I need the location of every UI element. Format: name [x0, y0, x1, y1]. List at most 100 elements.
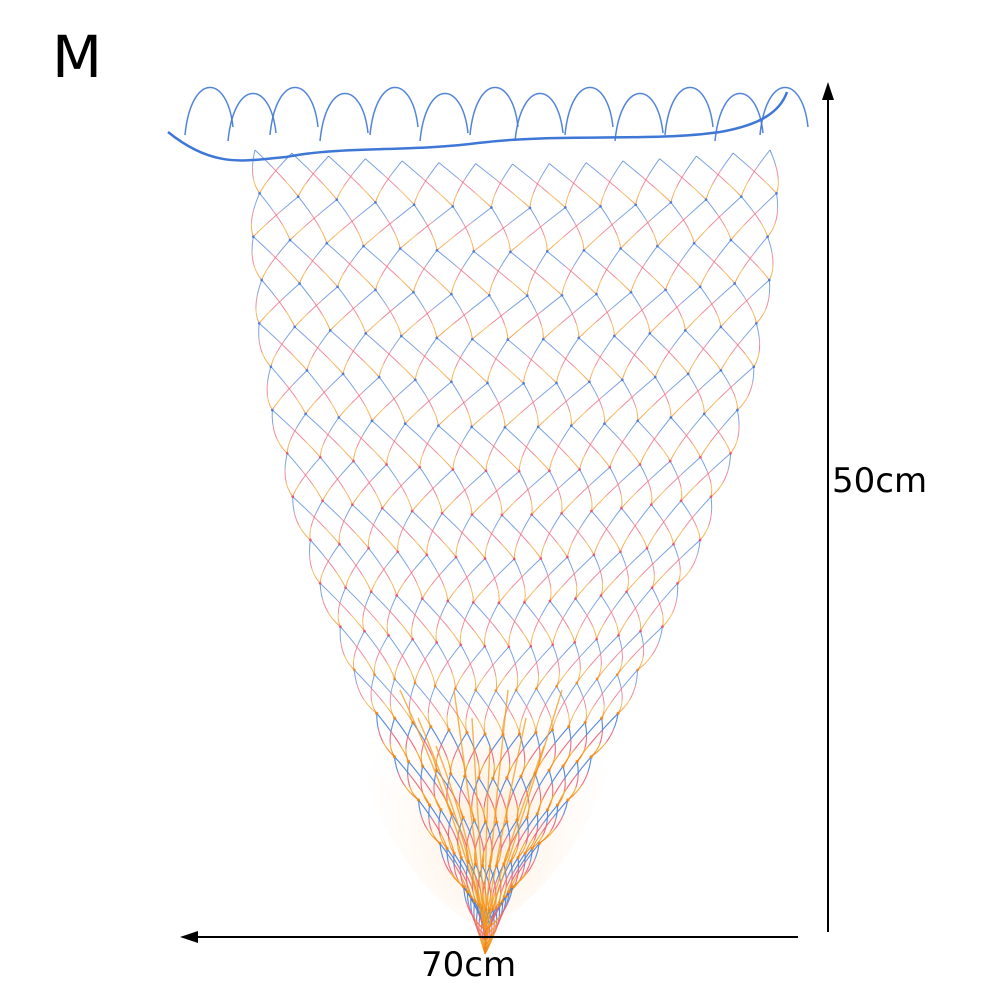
net-knot [472, 250, 476, 253]
net-knot [288, 238, 292, 242]
net-strand [306, 330, 331, 371]
net-strand [705, 152, 734, 200]
net-knot [428, 803, 432, 807]
net-strand [471, 470, 520, 515]
net-strand [564, 162, 587, 208]
net-strand [561, 512, 595, 556]
net-strand [266, 366, 273, 411]
height-dimension-label: 50cm [832, 461, 928, 501]
net-strand [502, 852, 526, 902]
net-strand [471, 426, 520, 472]
net-knot [550, 728, 555, 732]
net-glow [353, 596, 624, 930]
net-strand [345, 587, 389, 636]
net-strand [670, 155, 697, 203]
net-strand [613, 289, 666, 337]
net-strand [699, 239, 732, 287]
net-strand [640, 582, 678, 632]
net-strand [251, 236, 263, 281]
net-knot [494, 689, 498, 693]
net-knot [566, 798, 570, 802]
net-strand [531, 469, 580, 515]
net-knot [341, 372, 345, 376]
net-knot [410, 509, 414, 513]
net-strand [447, 813, 455, 854]
net-strand [319, 417, 340, 458]
net-strand [375, 202, 401, 249]
net-strand [421, 556, 457, 599]
net-strand [570, 425, 611, 468]
net-strand [510, 813, 538, 862]
net-strand [732, 152, 777, 194]
net-strand [596, 591, 627, 640]
net-knot [484, 907, 488, 912]
height-dimension [822, 82, 834, 932]
net-strand [720, 279, 770, 328]
net-knot [452, 851, 456, 855]
net-strand [705, 199, 732, 241]
net-strand [620, 248, 666, 291]
net-knot [514, 688, 518, 692]
net-strand [529, 163, 550, 208]
net-strand [654, 330, 686, 378]
net-strand [518, 688, 537, 735]
net-strand [454, 645, 486, 689]
net-strand [289, 199, 338, 241]
net-strand [524, 602, 554, 645]
net-strand [339, 626, 355, 671]
net-strand [699, 286, 722, 327]
net-knot [429, 725, 433, 729]
net-knot [560, 511, 563, 515]
net-strand [420, 765, 431, 806]
net-strand [475, 163, 531, 209]
net-knot [472, 818, 476, 822]
net-strand [567, 756, 592, 801]
net-knot [537, 841, 541, 845]
net-strand [375, 160, 403, 203]
net-strand [730, 239, 770, 281]
net-strand [561, 250, 585, 296]
net-strand [546, 761, 578, 810]
net-knot [285, 451, 289, 455]
net-knot [437, 424, 440, 427]
net-strand [596, 630, 641, 680]
net-strand [436, 207, 492, 251]
net-strand [769, 149, 779, 194]
net-knot [719, 325, 723, 329]
net-strand [418, 799, 448, 849]
net-strand [508, 602, 525, 647]
net-strand [434, 685, 468, 733]
net-knot [566, 555, 569, 559]
net-strand [408, 682, 416, 723]
net-strand [458, 776, 466, 818]
net-strand [673, 496, 712, 545]
net-strand [512, 163, 566, 208]
net-strand [490, 163, 513, 208]
net-strand [438, 809, 448, 849]
net-strand [386, 595, 398, 636]
net-strand [404, 423, 454, 470]
net-knot [470, 337, 474, 341]
net-knot [476, 903, 480, 907]
net-knot [536, 425, 540, 429]
net-knot [497, 903, 501, 907]
net-strand [490, 207, 511, 252]
net-strand [635, 158, 661, 205]
net-strand [767, 193, 779, 238]
net-converging-strand [484, 689, 563, 931]
net-knot [474, 688, 478, 692]
net-strand [737, 366, 755, 411]
net-strand [699, 457, 713, 497]
net-strand [669, 460, 683, 501]
net-strand [337, 587, 347, 627]
net-knot [528, 206, 532, 210]
net-rim-loop [269, 86, 319, 136]
net-strand [481, 865, 492, 911]
net-knot [535, 687, 538, 690]
net-strand [471, 295, 528, 340]
net-knot [608, 465, 612, 469]
net-strand [255, 279, 263, 324]
net-knot [523, 851, 527, 855]
net-strand [630, 291, 651, 334]
net-strand [523, 338, 544, 384]
